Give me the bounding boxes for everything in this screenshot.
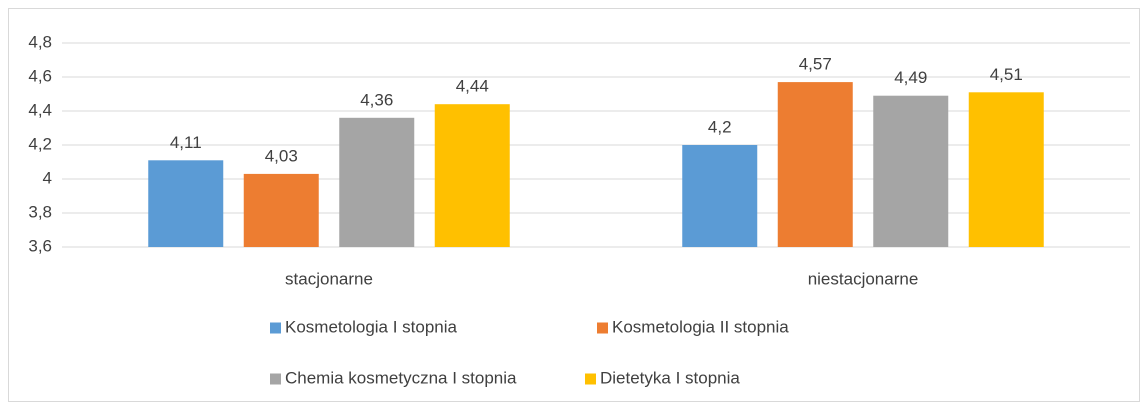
legend-swatch — [597, 322, 608, 334]
y-tick-label: 4 — [43, 168, 52, 187]
data-label: 4,2 — [708, 117, 732, 136]
legend-swatch — [585, 373, 596, 385]
y-tick-label: 3,8 — [28, 202, 52, 221]
y-tick-label: 4,2 — [28, 134, 52, 153]
data-label: 4,51 — [990, 65, 1023, 84]
bar — [148, 160, 224, 247]
data-label: 4,11 — [170, 133, 202, 152]
legend-label: Kosmetologia II stopnia — [612, 317, 789, 336]
bar — [243, 173, 319, 247]
data-label: 4,36 — [360, 90, 393, 109]
legend-swatch — [270, 373, 281, 385]
y-tick-label: 4,4 — [28, 100, 52, 119]
bar — [968, 92, 1044, 247]
y-tick-label: 3,6 — [28, 236, 52, 255]
data-label: 4,49 — [894, 68, 927, 87]
bar — [434, 104, 510, 247]
data-label: 4,44 — [456, 77, 489, 96]
legend-label: Chemia kosmetyczna I stopnia — [285, 368, 517, 387]
data-label: 4,57 — [799, 55, 832, 74]
y-tick-label: 4,8 — [28, 32, 52, 51]
legend-label: Kosmetologia I stopnia — [285, 317, 458, 336]
bar — [873, 95, 949, 247]
legend-label: Dietetyka I stopnia — [600, 368, 740, 387]
y-tick-label: 4,6 — [28, 66, 52, 85]
x-tick-label: niestacjonarne — [808, 269, 919, 288]
bar — [682, 145, 758, 247]
x-tick-label: stacjonarne — [285, 269, 373, 288]
data-label: 4,03 — [265, 146, 298, 165]
bar — [777, 82, 853, 247]
bar — [339, 117, 415, 247]
legend-swatch — [270, 322, 281, 334]
